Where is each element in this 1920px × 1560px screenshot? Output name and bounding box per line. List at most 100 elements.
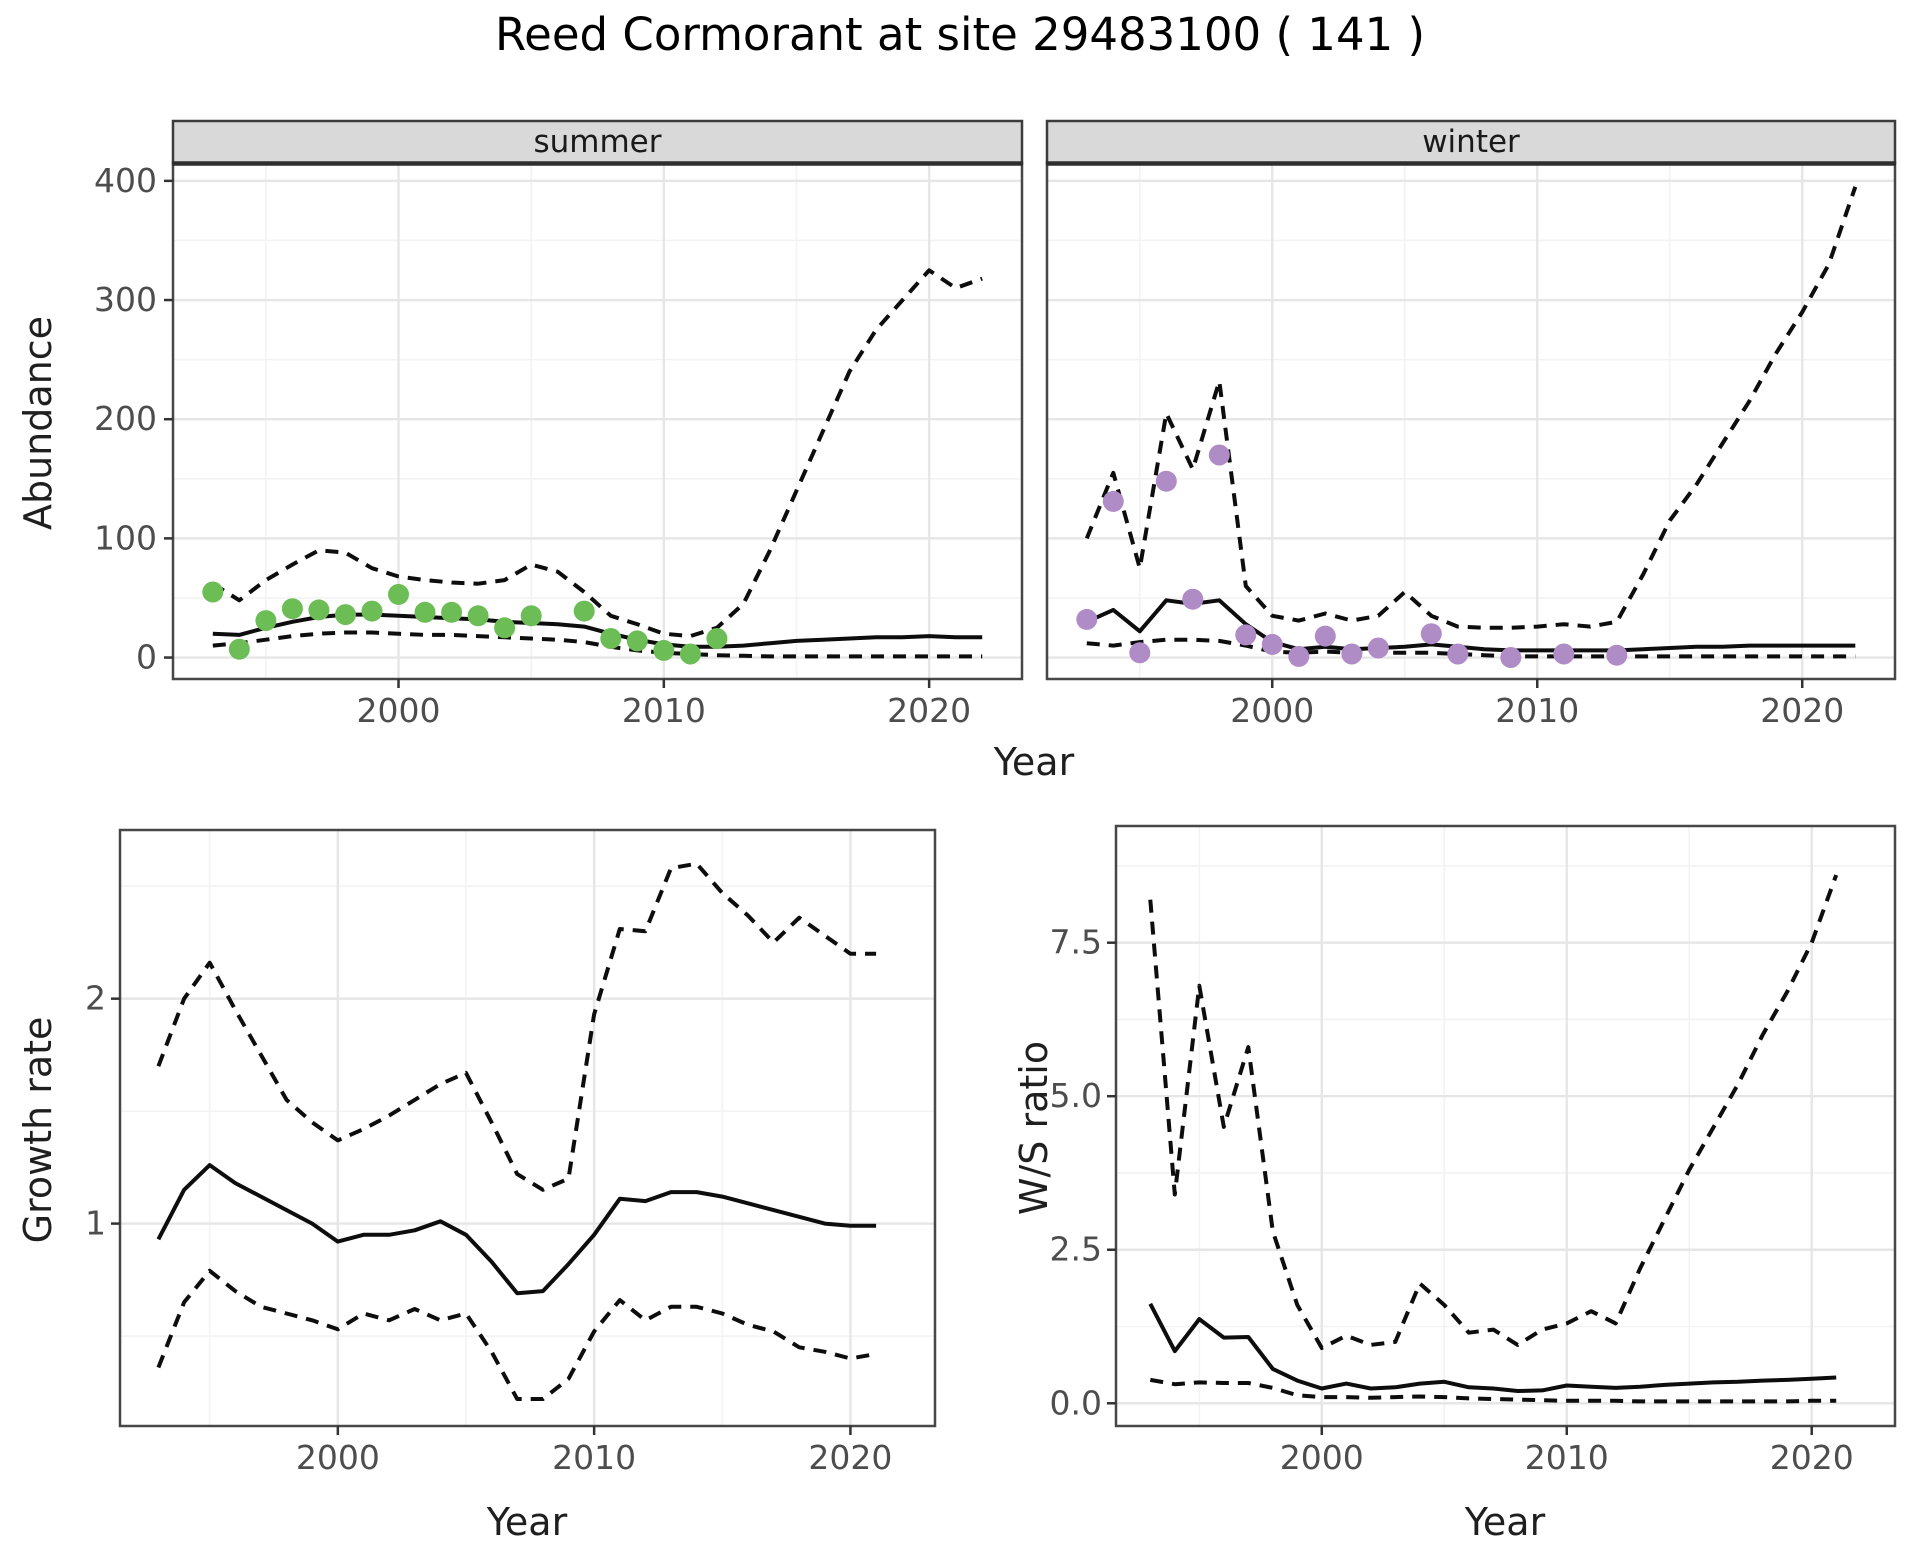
x-tick-label: 2000 [1230,691,1314,730]
ws_ratio-panel: 2000 2010 2020 0.0 2.5 5.0 7.5 [1050,824,1897,1477]
major-gridlines [120,830,935,1426]
upper-ci-line [1084,186,1858,630]
x-tick-label: 2010 [1525,1438,1609,1477]
data-point [494,617,516,639]
data-point [308,599,330,621]
x-tick-label: 2020 [808,1438,892,1477]
lower-ci-line [1149,1377,1837,1404]
data-point [1129,642,1151,664]
y-tick-label: 7.5 [1050,923,1102,962]
data-point [1235,624,1257,646]
data-point [1288,645,1310,667]
data-point [228,638,250,660]
data-point [679,643,701,665]
y-axis-title-ws-ratio: W/S ratio [1012,1040,1056,1216]
facet-strip-label-summer: summer [533,124,662,160]
median-line [156,1163,877,1296]
panel-border [118,828,937,1428]
lower-ci-line [212,630,983,659]
upper-ci-line [211,268,983,639]
y-tick-label: 300 [94,280,157,319]
data-point [626,630,648,652]
data-point [1182,588,1204,610]
data-point [388,583,409,605]
data-point [1606,644,1628,666]
median-line [1148,1302,1837,1393]
y-tick-label: 1 [85,1204,106,1243]
y-tick-label: 2 [85,979,106,1018]
data-point [1076,608,1098,630]
y-tick-label: 400 [94,161,157,200]
data-point [361,600,383,622]
upper-ci-line [156,861,877,1192]
minor-gridlines [120,830,935,1426]
data-point [1553,643,1575,665]
y-tick-label: 5.0 [1050,1076,1102,1115]
data-point [600,628,622,649]
x-tick-label: 2000 [296,1438,380,1477]
x-tick-label: 2000 [357,691,441,730]
major-gridlines [1047,163,1895,679]
data-point [573,600,595,622]
lower-ci-line [1086,637,1856,659]
x-tick-label: 2010 [622,691,706,730]
data-point [335,604,356,626]
minor-gridlines [173,163,1022,679]
growth_rate-panel: 2000 2010 2020 1 2 [85,828,937,1477]
data-point [255,610,277,632]
y-axis-title-growth-rate: Growth rate [16,1016,60,1244]
upper-ci-line [1148,874,1839,1350]
minor-gridlines [1116,826,1895,1426]
data-point [1155,470,1177,492]
abundance_winter-panel: 2000 2010 2020 [1045,119,1897,730]
lower-ci-line [156,1268,877,1401]
data-point [520,605,542,627]
chart-title: Reed Cormorant at site 29483100 ( 141 ) [494,8,1426,61]
x-tick-label: 2010 [1495,691,1579,730]
y-axis-title-abundance: Abundance [16,315,60,531]
y-tick-label: 100 [94,518,157,557]
data-point [1314,625,1336,647]
data-point [467,605,489,627]
data-point [281,598,303,620]
facet-strip-label-winter: winter [1422,124,1520,160]
data-point [1500,647,1522,668]
y-tick-label: 200 [94,399,157,438]
data-point [1447,643,1469,665]
x-tick-label: 2010 [552,1438,636,1477]
data-point [706,628,728,649]
abundance_summer-panel: 2000 2010 2020 0 100 200 300 400 [94,119,1024,730]
data-point [653,639,675,661]
x-tick-label: 2020 [887,691,971,730]
data-point [1102,490,1124,512]
data-point [202,581,224,603]
facet-strip [171,119,1024,165]
data-point [441,601,463,623]
data-point [1261,633,1283,655]
y-tick-label: 0.0 [1050,1383,1102,1422]
abundance_summer-observed-points [202,581,728,665]
x-tick-label: 2020 [1770,1438,1854,1477]
x-axis-title-ws-ratio: Year [1464,1500,1546,1544]
data-point [1341,643,1363,665]
major-gridlines [1116,826,1895,1426]
data-point [414,601,436,623]
data-point [1208,444,1230,466]
y-tick-label: 2.5 [1050,1230,1102,1269]
major-gridlines [173,163,1022,679]
x-axis-title-top: Year [993,740,1075,784]
panel-background [173,163,1022,679]
abundance_winter-observed-points [1076,444,1628,668]
y-tick-label: 0 [136,638,157,677]
x-tick-label: 2000 [1280,1438,1364,1477]
panel-background [120,830,935,1426]
data-point [1420,623,1442,645]
panel-border [1114,824,1897,1428]
data-point [1367,637,1389,659]
median-line [1085,598,1856,653]
x-tick-label: 2020 [1760,691,1844,730]
facet-strip [1045,119,1897,165]
x-axis-title-growth-rate: Year [486,1500,568,1544]
